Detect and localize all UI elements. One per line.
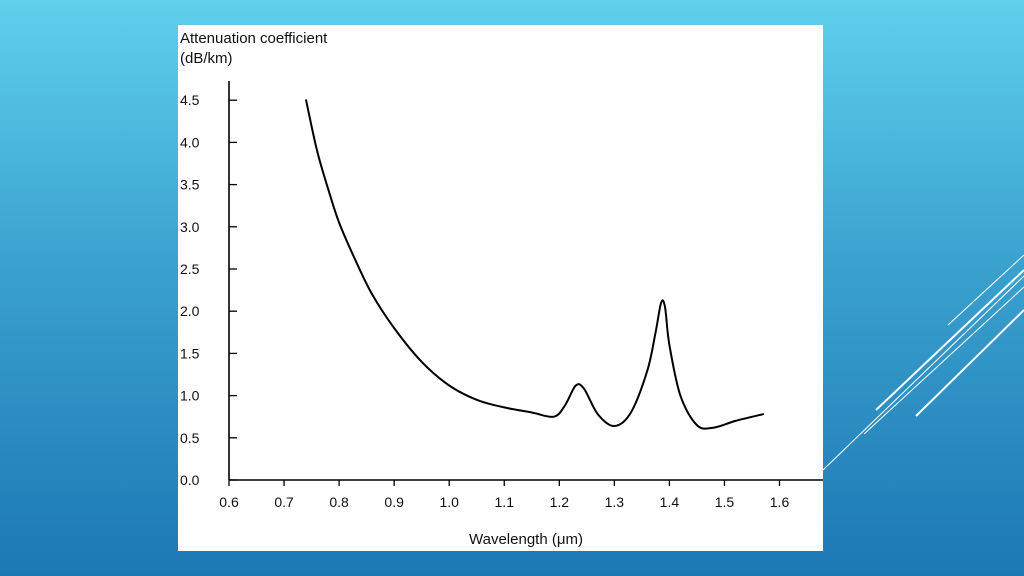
x-axis-title: Wavelength (μm)	[469, 531, 583, 548]
decor-line	[863, 286, 1024, 435]
x-tick-label: 0.7	[274, 494, 294, 510]
y-tick-label: 4.5	[180, 92, 200, 108]
x-tick-label: 0.9	[384, 494, 404, 510]
y-tick-label: 3.5	[180, 177, 200, 193]
ticks-layer: 0.6 0.7 0.8 0.9 1.0 1.1 1.2 1.3 1.4 1.5 1.6 0.0 0.5 1…	[180, 92, 789, 510]
y-tick-label: 2.0	[180, 303, 200, 319]
x-tick-label: 0.8	[329, 494, 349, 510]
decor-line	[915, 309, 1024, 417]
x-tick-label: 1.3	[605, 494, 625, 510]
decor-line	[822, 275, 1024, 471]
curve-layer	[305, 99, 764, 430]
y-tick-label: 0.0	[180, 472, 200, 488]
y-axis-title: Attenuation coefficient	[180, 30, 328, 47]
y-tick-label: 2.5	[180, 261, 200, 277]
decor-line	[875, 269, 1024, 411]
y-tick-label: 3.0	[180, 219, 200, 235]
x-tick-label: 0.6	[219, 494, 239, 510]
chart-panel: Attenuation coefficient (dB/km) 0.6 0.7 0.…	[178, 25, 823, 551]
attenuation-chart: Attenuation coefficient (dB/km) 0.6 0.7 0.…	[180, 30, 823, 548]
x-tick-label: 1.1	[495, 494, 515, 510]
y-tick-label: 0.5	[180, 430, 200, 446]
x-tick-label: 1.0	[439, 494, 459, 510]
attenuation-curve	[305, 99, 764, 430]
x-tick-label: 1.4	[660, 494, 680, 510]
x-tick-label: 1.6	[770, 494, 790, 510]
x-tick-label: 1.2	[550, 494, 570, 510]
y-tick-label: 4.0	[180, 134, 200, 150]
y-axis-unit: (dB/km)	[180, 50, 233, 67]
x-tick-label: 1.5	[715, 494, 735, 510]
decor-line	[947, 254, 1024, 326]
y-tick-label: 1.0	[180, 388, 200, 404]
y-tick-label: 1.5	[180, 345, 200, 361]
